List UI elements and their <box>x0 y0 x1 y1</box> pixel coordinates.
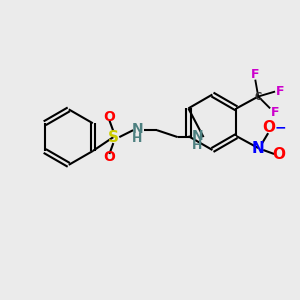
Text: O: O <box>103 110 115 124</box>
Text: H: H <box>132 132 142 145</box>
Text: N: N <box>192 129 203 143</box>
Text: H: H <box>192 139 203 152</box>
Text: F: F <box>251 68 260 81</box>
Text: N: N <box>131 122 143 136</box>
Text: O: O <box>103 150 115 164</box>
Text: C: C <box>255 92 262 101</box>
Text: S: S <box>108 130 119 145</box>
Text: O: O <box>272 148 286 163</box>
Text: O: O <box>262 120 276 135</box>
Text: F: F <box>271 106 279 119</box>
Text: N: N <box>252 140 265 155</box>
Text: −: − <box>274 120 286 134</box>
Text: F: F <box>276 85 284 98</box>
